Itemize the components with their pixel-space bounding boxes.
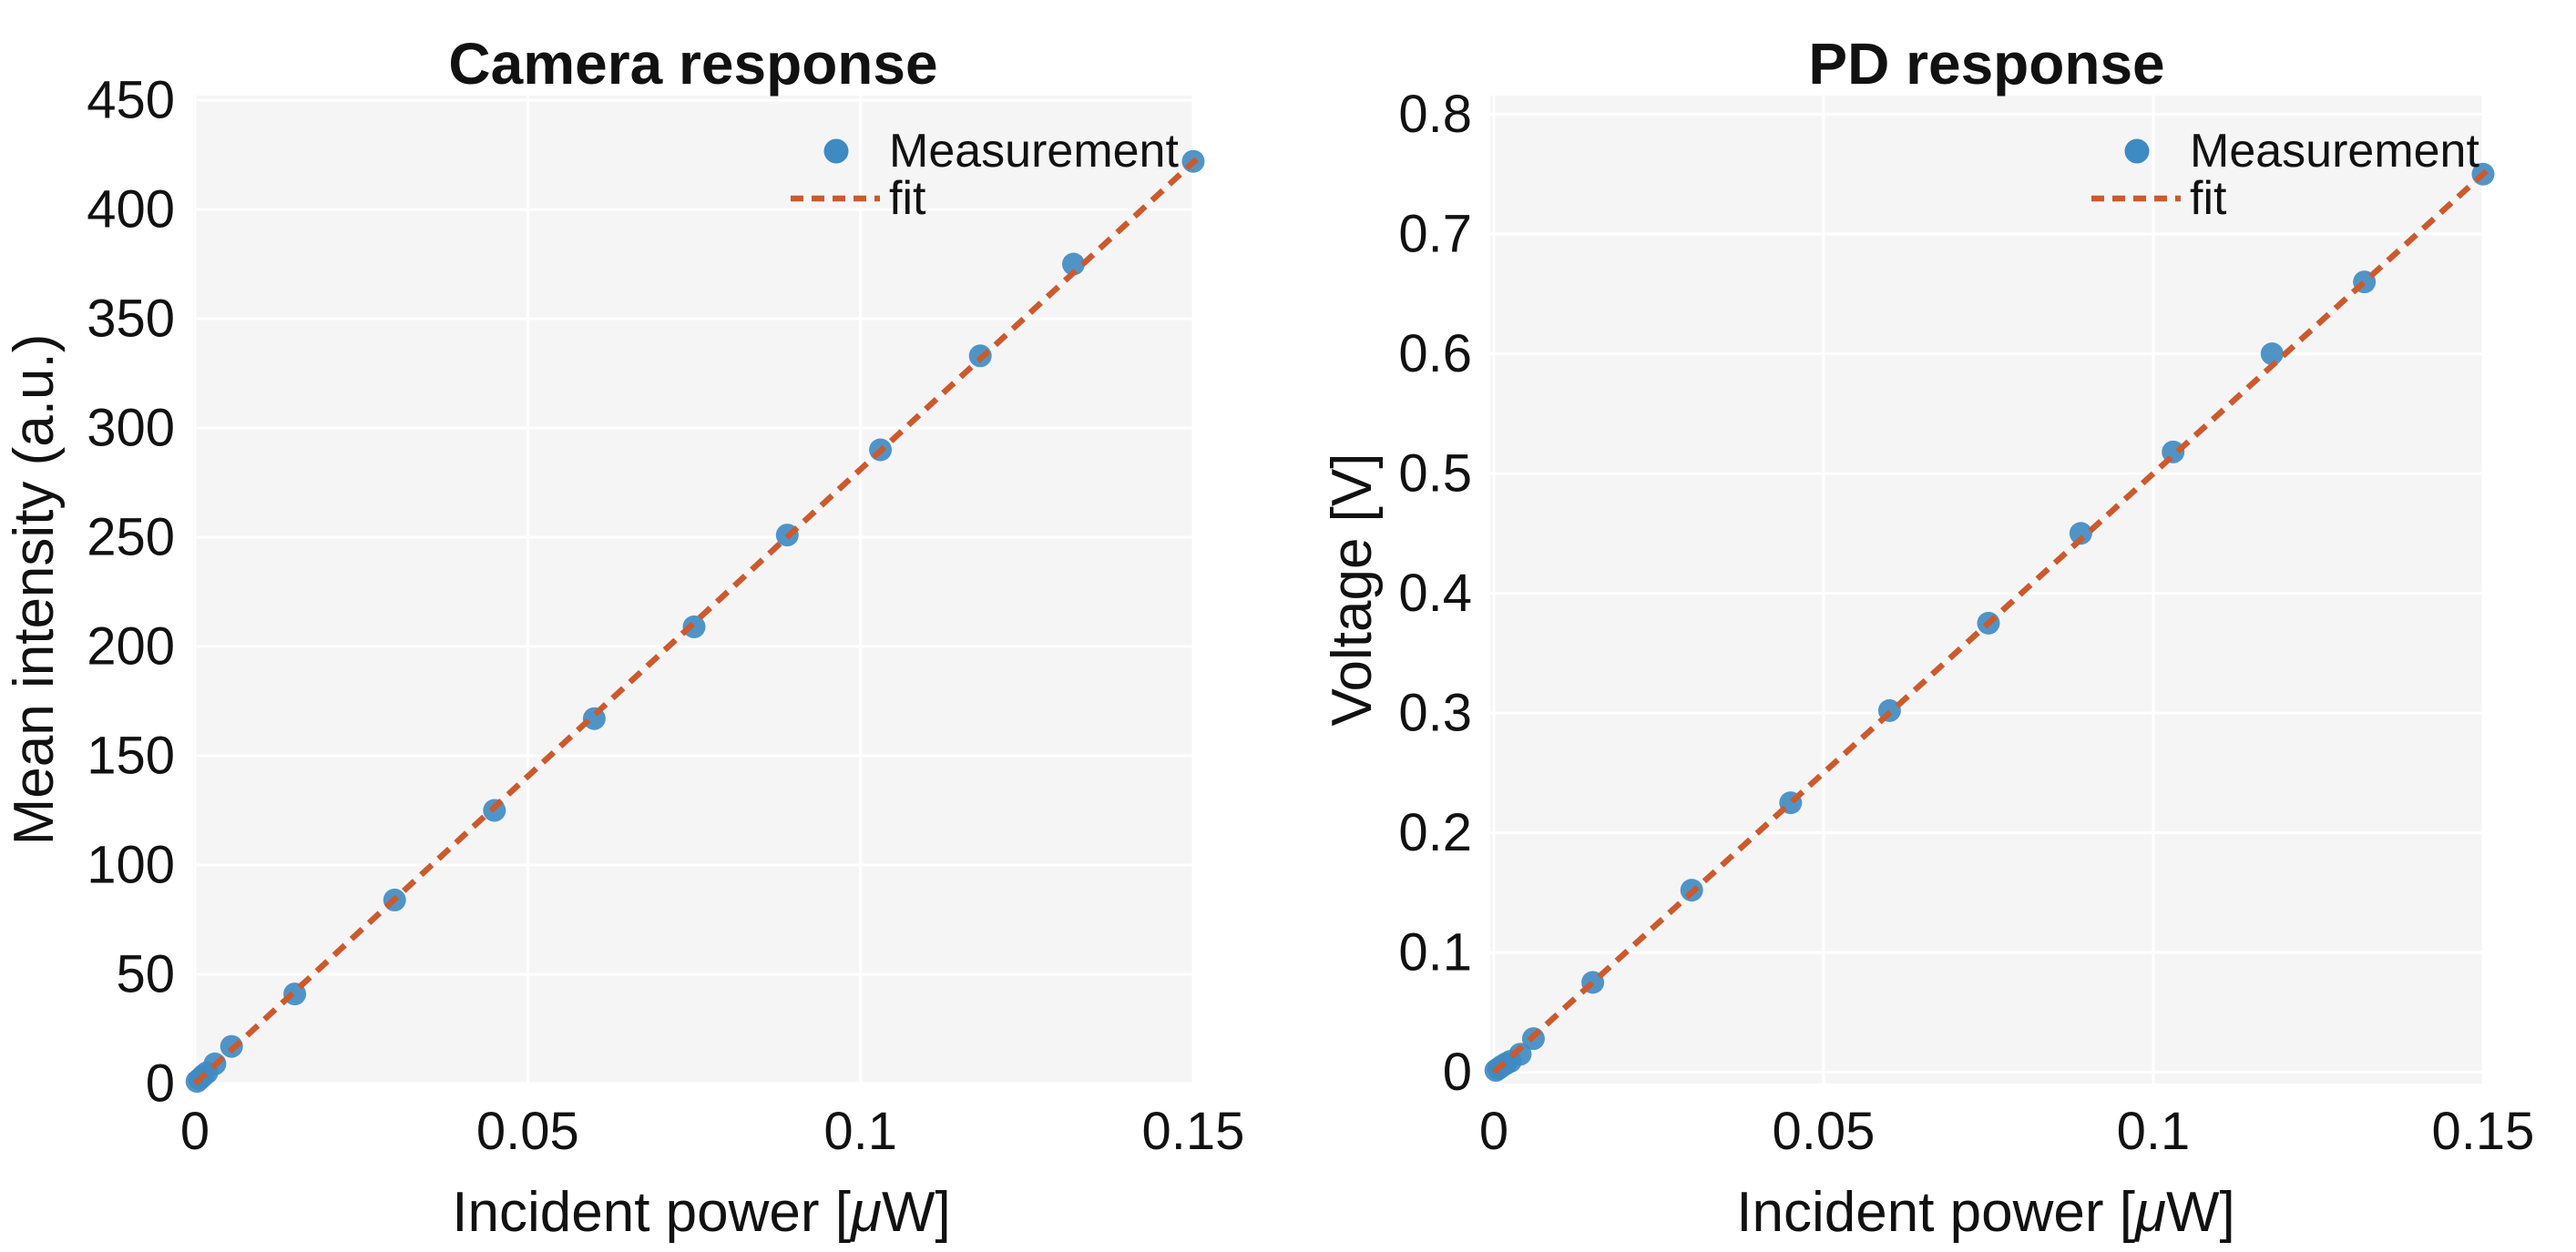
legend-measurement-marker [823,138,849,164]
y-tick-label: 0 [146,1054,175,1114]
y-tick-label: 0.5 [1398,444,1472,504]
y-tick-label: 250 [87,508,175,567]
plot-area [1490,96,2483,1084]
x-tick-label: 0.1 [823,1102,897,1161]
x-axis-label: Incident power [μW] [1736,1181,2234,1244]
y-axis-label: Voltage [V] [1321,453,1384,727]
y-tick-label: 350 [87,290,175,349]
y-tick-label: 0 [1443,1043,1472,1102]
chart-title: PD response [1808,31,2164,97]
y-tick-label: 100 [87,836,175,895]
legend-fit-label: fit [2190,172,2227,225]
legend-measurement-label: Measurement [2190,125,2479,178]
x-tick-label: 0.05 [1773,1102,1876,1161]
x-axis-label: Incident power [μW] [452,1181,950,1244]
camera-response-chart: 0 50 100 150 200 250 300 350 400 450 0 0.05 0.1 0.15 C… [3,31,1245,1244]
legend-measurement-label: Measurement [889,125,1179,178]
y-axis-label: Mean intensity (a.u.) [3,334,66,846]
measurement-point [2069,522,2092,545]
y-tick-label: 0.4 [1398,564,1472,623]
y-tick-label: 0.1 [1398,923,1472,982]
y-tick-label: 450 [87,71,175,130]
fit-line [192,157,1199,1086]
measurement-point [2260,342,2284,365]
y-tick-label: 150 [87,727,175,786]
legend-fit-label: fit [889,172,926,225]
legend-measurement-marker [2124,138,2150,164]
y-tick-label: 0.3 [1398,684,1472,743]
measurement-point [1061,252,1085,276]
x-tick-label: 0.1 [2117,1102,2191,1161]
x-tick-label: 0.15 [2432,1102,2535,1161]
x-tick-label: 0.05 [476,1102,579,1161]
x-tick-label: 0.15 [1142,1102,1245,1161]
y-tick-label: 50 [116,945,175,1004]
pd-response-chart: 0 0.1 0.2 0.3 0.4 0.5 0.6 0.7 0.8 0 0.05 0.1 0.15 PD … [1321,31,2535,1244]
y-tick-label: 400 [87,180,175,239]
y-tick-label: 0.6 [1398,324,1472,383]
plot-area [193,96,1193,1084]
y-tick-label: 0.8 [1398,85,1472,144]
chart-title: Camera response [448,31,937,97]
measurement-point [1508,1043,1532,1066]
fit-line [1491,168,2490,1074]
y-tick-label: 300 [87,399,175,458]
x-tick-label: 0 [1479,1102,1508,1161]
x-tick-label: 0 [180,1102,210,1161]
y-tick-label: 0.7 [1398,205,1472,264]
y-tick-label: 0.2 [1398,803,1472,862]
y-tick-label: 200 [87,617,175,677]
